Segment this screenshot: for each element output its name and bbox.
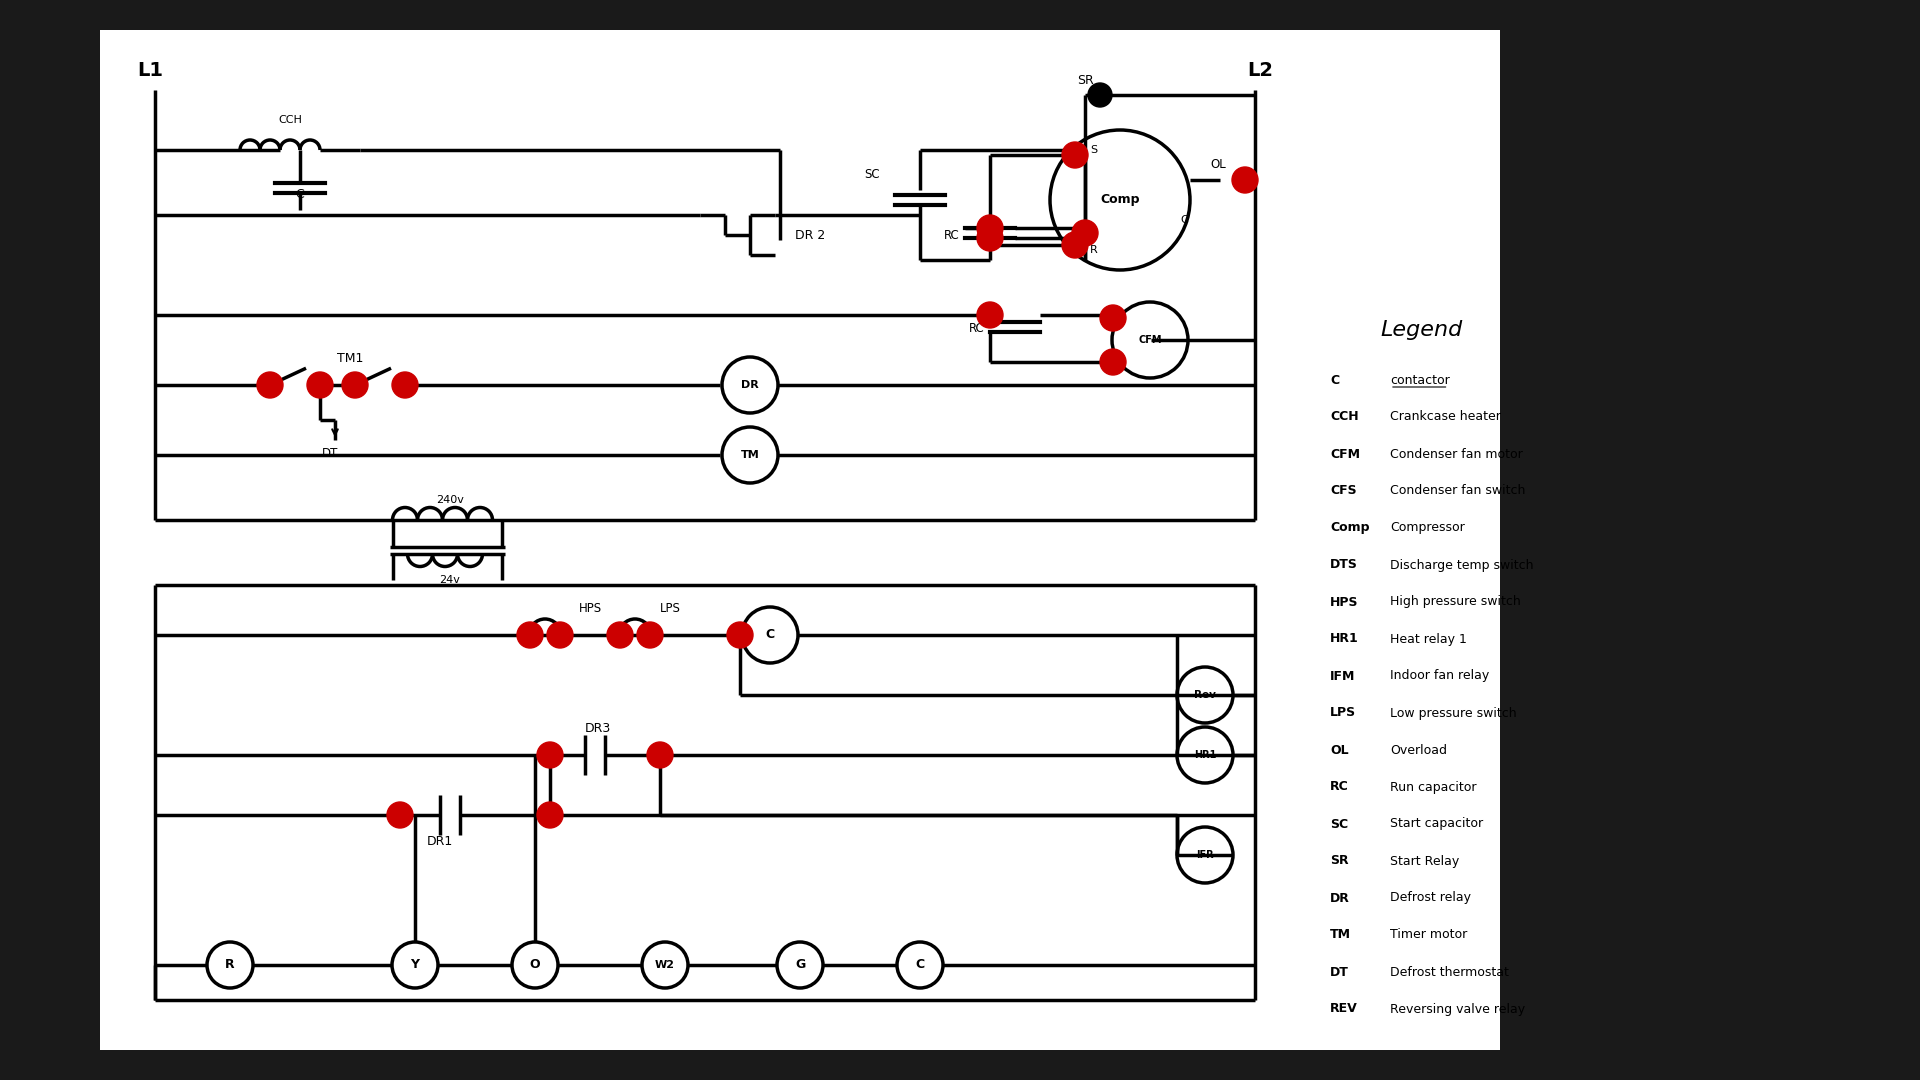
Text: REV: REV: [1331, 1002, 1357, 1015]
Text: contactor: contactor: [1390, 374, 1450, 387]
Text: Timer motor: Timer motor: [1390, 929, 1467, 942]
Text: TM: TM: [1331, 929, 1352, 942]
Text: Indoor fan relay: Indoor fan relay: [1390, 670, 1490, 683]
Text: Start capacitor: Start capacitor: [1390, 818, 1482, 831]
Text: Condenser fan motor: Condenser fan motor: [1390, 447, 1523, 460]
Text: HPS: HPS: [578, 602, 601, 615]
Text: Y: Y: [411, 959, 419, 972]
Text: Run capacitor: Run capacitor: [1390, 781, 1476, 794]
Text: Rev: Rev: [1194, 690, 1215, 700]
Circle shape: [388, 802, 413, 828]
Text: High pressure switch: High pressure switch: [1390, 595, 1521, 608]
Text: DR: DR: [1331, 891, 1350, 904]
Text: 24v: 24v: [440, 575, 461, 585]
Text: Defrost thermostat: Defrost thermostat: [1390, 966, 1509, 978]
Text: R: R: [225, 959, 234, 972]
Circle shape: [728, 622, 753, 648]
Circle shape: [307, 372, 332, 399]
Text: S: S: [1091, 145, 1096, 156]
Circle shape: [977, 225, 1002, 251]
Text: SR: SR: [1077, 73, 1092, 86]
Text: SC: SC: [864, 168, 879, 181]
Circle shape: [547, 622, 572, 648]
Text: Crankcase heater: Crankcase heater: [1390, 410, 1501, 423]
Circle shape: [977, 302, 1002, 328]
Circle shape: [647, 742, 674, 768]
Text: DR 2: DR 2: [795, 229, 826, 242]
Text: Low pressure switch: Low pressure switch: [1390, 706, 1517, 719]
Text: RC: RC: [945, 229, 960, 242]
Text: RC: RC: [970, 322, 985, 335]
Text: Defrost relay: Defrost relay: [1390, 891, 1471, 904]
Text: Compressor: Compressor: [1390, 522, 1465, 535]
Text: IFM: IFM: [1331, 670, 1356, 683]
Text: L1: L1: [136, 60, 163, 80]
Text: Reversing valve relay: Reversing valve relay: [1390, 1002, 1524, 1015]
Text: Condenser fan switch: Condenser fan switch: [1390, 485, 1524, 498]
Text: SR: SR: [1331, 854, 1348, 867]
Circle shape: [1089, 83, 1112, 107]
Text: DR: DR: [741, 380, 758, 390]
Circle shape: [342, 372, 369, 399]
Circle shape: [392, 372, 419, 399]
Circle shape: [1071, 220, 1098, 246]
Text: DT: DT: [1331, 966, 1350, 978]
Circle shape: [977, 215, 1002, 241]
Text: DTS: DTS: [1331, 558, 1357, 571]
Text: C: C: [296, 189, 305, 202]
Text: RC: RC: [1331, 781, 1348, 794]
Circle shape: [516, 622, 543, 648]
FancyBboxPatch shape: [100, 30, 1500, 1050]
Text: L2: L2: [1246, 60, 1273, 80]
Text: LPS: LPS: [1331, 706, 1356, 719]
Text: CCH: CCH: [278, 114, 301, 125]
Circle shape: [1062, 232, 1089, 258]
Text: 240v: 240v: [436, 495, 465, 505]
Circle shape: [538, 802, 563, 828]
Text: Legend: Legend: [1380, 320, 1463, 340]
Circle shape: [1100, 305, 1125, 330]
Circle shape: [1100, 349, 1125, 375]
Text: DR3: DR3: [586, 723, 611, 735]
Text: Start Relay: Start Relay: [1390, 854, 1459, 867]
Text: TM: TM: [741, 450, 760, 460]
Text: C: C: [766, 629, 774, 642]
Circle shape: [538, 742, 563, 768]
Text: HPS: HPS: [1331, 595, 1359, 608]
Text: O: O: [530, 959, 540, 972]
Text: W2: W2: [655, 960, 676, 970]
Text: Heat relay 1: Heat relay 1: [1390, 633, 1467, 646]
Text: Overload: Overload: [1390, 743, 1448, 756]
Text: C: C: [1331, 374, 1338, 387]
Circle shape: [1233, 167, 1258, 193]
Text: Comp: Comp: [1331, 522, 1369, 535]
Text: DR1: DR1: [426, 835, 453, 848]
Text: Discharge temp switch: Discharge temp switch: [1390, 558, 1534, 571]
Text: CFM: CFM: [1139, 335, 1162, 345]
Text: OL: OL: [1210, 159, 1225, 172]
Text: HR1: HR1: [1194, 750, 1215, 760]
Text: C: C: [916, 959, 925, 972]
Text: HR1: HR1: [1331, 633, 1359, 646]
Text: CFS: CFS: [1331, 485, 1357, 498]
Text: Comp: Comp: [1100, 193, 1140, 206]
Text: SC: SC: [1331, 818, 1348, 831]
Text: DT: DT: [323, 447, 338, 460]
Text: R: R: [1091, 245, 1098, 255]
Circle shape: [1062, 141, 1089, 168]
Text: G: G: [795, 959, 804, 972]
Text: CCH: CCH: [1331, 410, 1359, 423]
Circle shape: [637, 622, 662, 648]
Text: C: C: [1181, 215, 1188, 225]
Text: CFM: CFM: [1331, 447, 1359, 460]
Text: TM1: TM1: [336, 352, 363, 365]
Circle shape: [607, 622, 634, 648]
Text: LPS: LPS: [660, 602, 680, 615]
Text: IFR: IFR: [1196, 850, 1213, 860]
Text: OL: OL: [1331, 743, 1348, 756]
Circle shape: [257, 372, 282, 399]
